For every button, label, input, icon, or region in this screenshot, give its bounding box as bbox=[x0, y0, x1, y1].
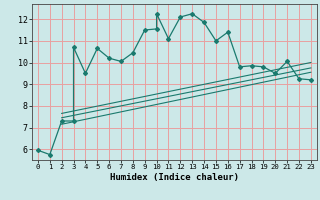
X-axis label: Humidex (Indice chaleur): Humidex (Indice chaleur) bbox=[110, 173, 239, 182]
